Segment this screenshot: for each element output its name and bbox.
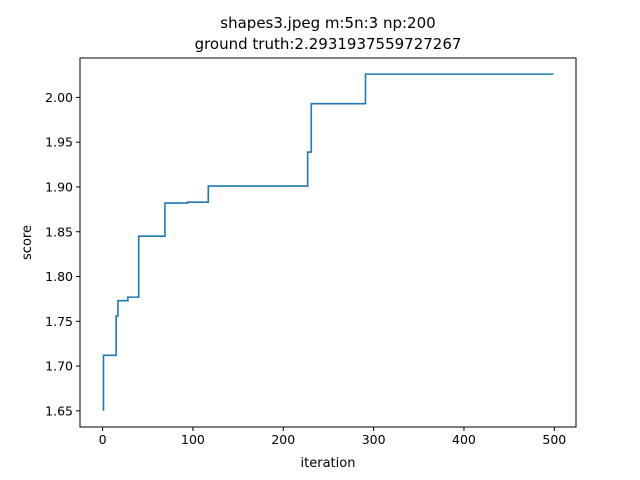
x-tick-label: 200 bbox=[271, 432, 295, 447]
y-tick-label: 1.80 bbox=[45, 269, 73, 284]
y-tick-label: 1.70 bbox=[45, 359, 73, 374]
y-tick-label: 1.95 bbox=[45, 135, 73, 150]
plot-frame bbox=[79, 57, 577, 428]
y-axis: 1.65 1.70 1.75 1.80 1.85 1.90 1.95 2.00 bbox=[45, 90, 80, 418]
chart-subtitle: ground truth:2.2931937559727267 bbox=[195, 35, 462, 53]
x-axis-label: iteration bbox=[301, 456, 356, 471]
chart-title: shapes3.jpeg m:5n:3 np:200 bbox=[220, 14, 435, 32]
x-tick-label: 500 bbox=[542, 432, 566, 447]
x-tick-label: 0 bbox=[99, 432, 107, 447]
y-axis-label: score bbox=[20, 225, 35, 260]
y-tick-label: 1.65 bbox=[45, 403, 73, 418]
x-axis: 0 100 200 300 400 500 bbox=[99, 427, 566, 447]
x-tick-label: 100 bbox=[181, 432, 205, 447]
x-tick-label: 300 bbox=[362, 432, 386, 447]
y-tick-label: 1.85 bbox=[45, 224, 73, 239]
plot-area bbox=[102, 73, 554, 411]
y-tick-label: 2.00 bbox=[45, 90, 73, 105]
y-tick-label: 1.75 bbox=[45, 314, 73, 329]
score-line bbox=[102, 73, 554, 411]
y-tick-label: 1.90 bbox=[45, 179, 73, 194]
x-tick-label: 400 bbox=[452, 432, 476, 447]
